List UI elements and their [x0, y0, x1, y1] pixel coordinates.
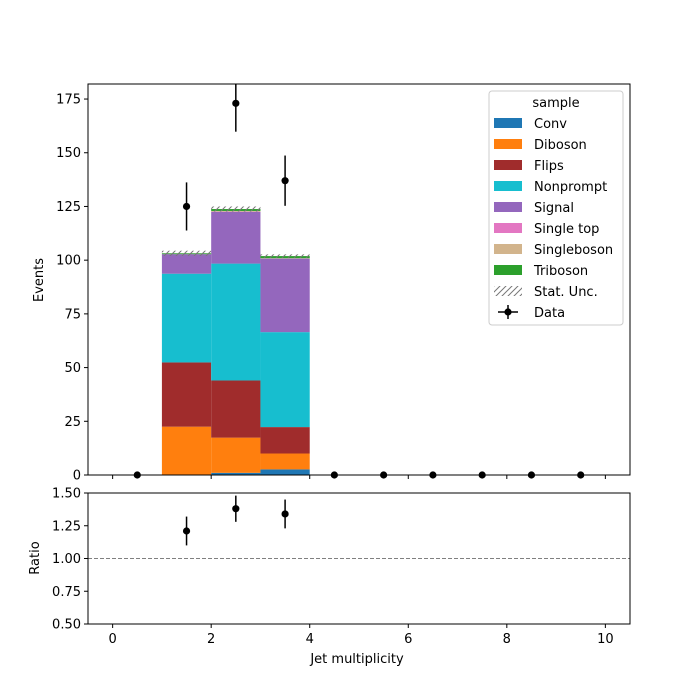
- bar-signal-bin-1: [161, 254, 212, 274]
- bar-diboson-bin-2: [211, 437, 261, 473]
- x-axis-label: Jet multiplicity: [309, 652, 404, 667]
- main-axes-frame: [87, 83, 631, 476]
- y-tick-label: 175: [56, 93, 81, 108]
- ratio-panel: 0.50 0.75 1.00 1.25 1.50 0 2 4 6 8 10 Ratio Jet m…: [28, 487, 631, 667]
- stat-unc-band-bin-1: [161, 250, 212, 256]
- legend-box: [488, 90, 624, 326]
- ratio-y-axis-label: Ratio: [28, 541, 43, 574]
- stat-unc-band-bin-3: [260, 254, 310, 258]
- legend-label-stat-unc: Stat. Unc.: [534, 285, 598, 300]
- legend-swatch-single-top: [494, 223, 522, 233]
- bar-flips-bin-1: [161, 362, 212, 427]
- x-tick-label: 0: [108, 632, 116, 647]
- legend-label-diboson: Diboson: [534, 138, 587, 153]
- x-tick-label: 6: [404, 632, 412, 647]
- x-tick-label: 4: [306, 632, 314, 647]
- legend-swatch-diboson: [494, 139, 522, 149]
- ratio-y-tick-label: 1.25: [52, 519, 81, 534]
- legend-swatch-stat-unc: [494, 286, 522, 296]
- bar-conv-bin-2: [211, 472, 261, 475]
- legend-swatch-conv: [494, 118, 522, 128]
- ratio-point-1: [232, 505, 240, 513]
- bar-flips-bin-2: [211, 380, 261, 438]
- legend-entries: Conv Diboson Flips Nonprompt Signal Single to…: [494, 117, 613, 321]
- x-tick-label: 10: [597, 632, 614, 647]
- legend-label-conv: Conv: [534, 117, 567, 132]
- y-tick-label: 150: [56, 146, 81, 161]
- ratio-x-ticks: 0 2 4 6 8 10: [108, 624, 614, 647]
- ratio-y-tick-label: 0.50: [52, 618, 81, 633]
- main-y-ticks: 0 25 50 75 100 125 150 175: [56, 93, 88, 484]
- legend-swatch-nonprompt: [494, 181, 522, 191]
- legend: sample Conv Diboson Flips Nonprompt Signal Si…: [488, 90, 624, 326]
- bar-nonprompt-bin-1: [161, 273, 212, 363]
- stacked-bars: [161, 209, 310, 475]
- main-y-axis-label: Events: [32, 258, 47, 302]
- legend-label-singleboson: Singleboson: [534, 243, 613, 258]
- x-tick-label: 2: [207, 632, 215, 647]
- main-x-ticks: [112, 475, 606, 479]
- x-tick-label: 8: [503, 632, 511, 647]
- bar-signal-bin-2: [211, 211, 261, 264]
- data-point-3: [281, 177, 289, 185]
- legend-label-triboson: Triboson: [533, 264, 588, 279]
- bar-signal-bin-3: [260, 258, 310, 333]
- y-tick-label: 125: [56, 200, 81, 215]
- y-tick-label: 50: [64, 361, 81, 376]
- legend-swatch-flips: [494, 160, 522, 170]
- legend-label-data: Data: [534, 306, 565, 321]
- stat-uncertainty-bands: [161, 206, 310, 258]
- y-tick-label: 0: [73, 469, 81, 484]
- ratio-y-tick-label: 0.75: [52, 585, 81, 600]
- y-tick-label: 100: [56, 254, 81, 269]
- bar-nonprompt-bin-3: [260, 332, 310, 428]
- ratio-y-ticks: 0.50 0.75 1.00 1.25 1.50: [52, 487, 88, 633]
- y-tick-label: 25: [64, 415, 81, 430]
- bar-diboson-bin-3: [260, 453, 310, 470]
- bar-diboson-bin-1: [161, 426, 212, 475]
- legend-data-marker: [504, 308, 512, 316]
- legend-label-nonprompt: Nonprompt: [534, 180, 607, 195]
- data-point-1: [182, 202, 191, 211]
- ratio-y-tick-label: 1.00: [52, 552, 81, 567]
- legend-label-signal: Signal: [534, 201, 574, 216]
- ratio-y-tick-label: 1.50: [52, 487, 81, 502]
- ratio-points: [182, 495, 289, 546]
- bar-nonprompt-bin-2: [211, 263, 261, 381]
- bar-flips-bin-3: [260, 427, 310, 454]
- ratio-point-2: [281, 510, 289, 518]
- legend-swatch-signal: [494, 202, 522, 212]
- legend-swatch-triboson: [494, 265, 522, 275]
- legend-title: sample: [532, 96, 579, 111]
- data-point-2: [232, 99, 240, 107]
- legend-label-flips: Flips: [534, 159, 564, 174]
- ratio-point-0: [182, 527, 191, 535]
- bar-conv-bin-3: [260, 469, 310, 475]
- y-tick-label: 75: [64, 307, 81, 322]
- legend-label-single-top: Single top: [534, 222, 599, 237]
- legend-swatch-singleboson: [494, 244, 522, 254]
- main-panel: 0 25 50 75 100 125 150 175 Events: [32, 83, 631, 484]
- stat-unc-band-bin-2: [211, 206, 261, 212]
